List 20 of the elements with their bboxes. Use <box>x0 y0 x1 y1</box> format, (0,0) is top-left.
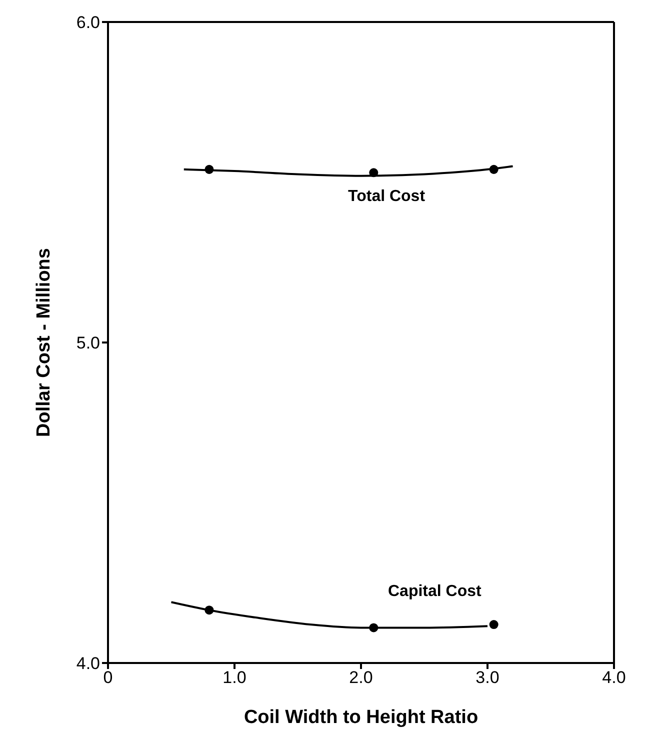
annotation: Capital Cost <box>388 583 482 601</box>
point <box>489 164 498 174</box>
point <box>369 168 378 178</box>
line-series <box>182 165 514 177</box>
x-tick-label: 3.0 <box>476 668 500 688</box>
x-tick-label: 1.0 <box>222 668 246 688</box>
y-axis-title: Dollar Cost - Millions <box>34 248 55 437</box>
y-tick-label: 4.0 <box>76 654 100 674</box>
point <box>204 164 214 174</box>
point <box>204 606 214 615</box>
y-tick-label: 5.0 <box>76 334 100 353</box>
line-series <box>170 601 488 629</box>
y-tick-label: 6.0 <box>76 13 100 32</box>
x-tick-label: 4.0 <box>602 668 626 688</box>
x-axis-title: Coil Width to Height Ratio <box>244 707 478 728</box>
point <box>489 620 498 630</box>
x-tick-label: 0 <box>103 668 113 688</box>
x-tick-label: 2.0 <box>349 668 373 688</box>
point <box>369 623 378 632</box>
annotation: Total Cost <box>348 188 426 206</box>
